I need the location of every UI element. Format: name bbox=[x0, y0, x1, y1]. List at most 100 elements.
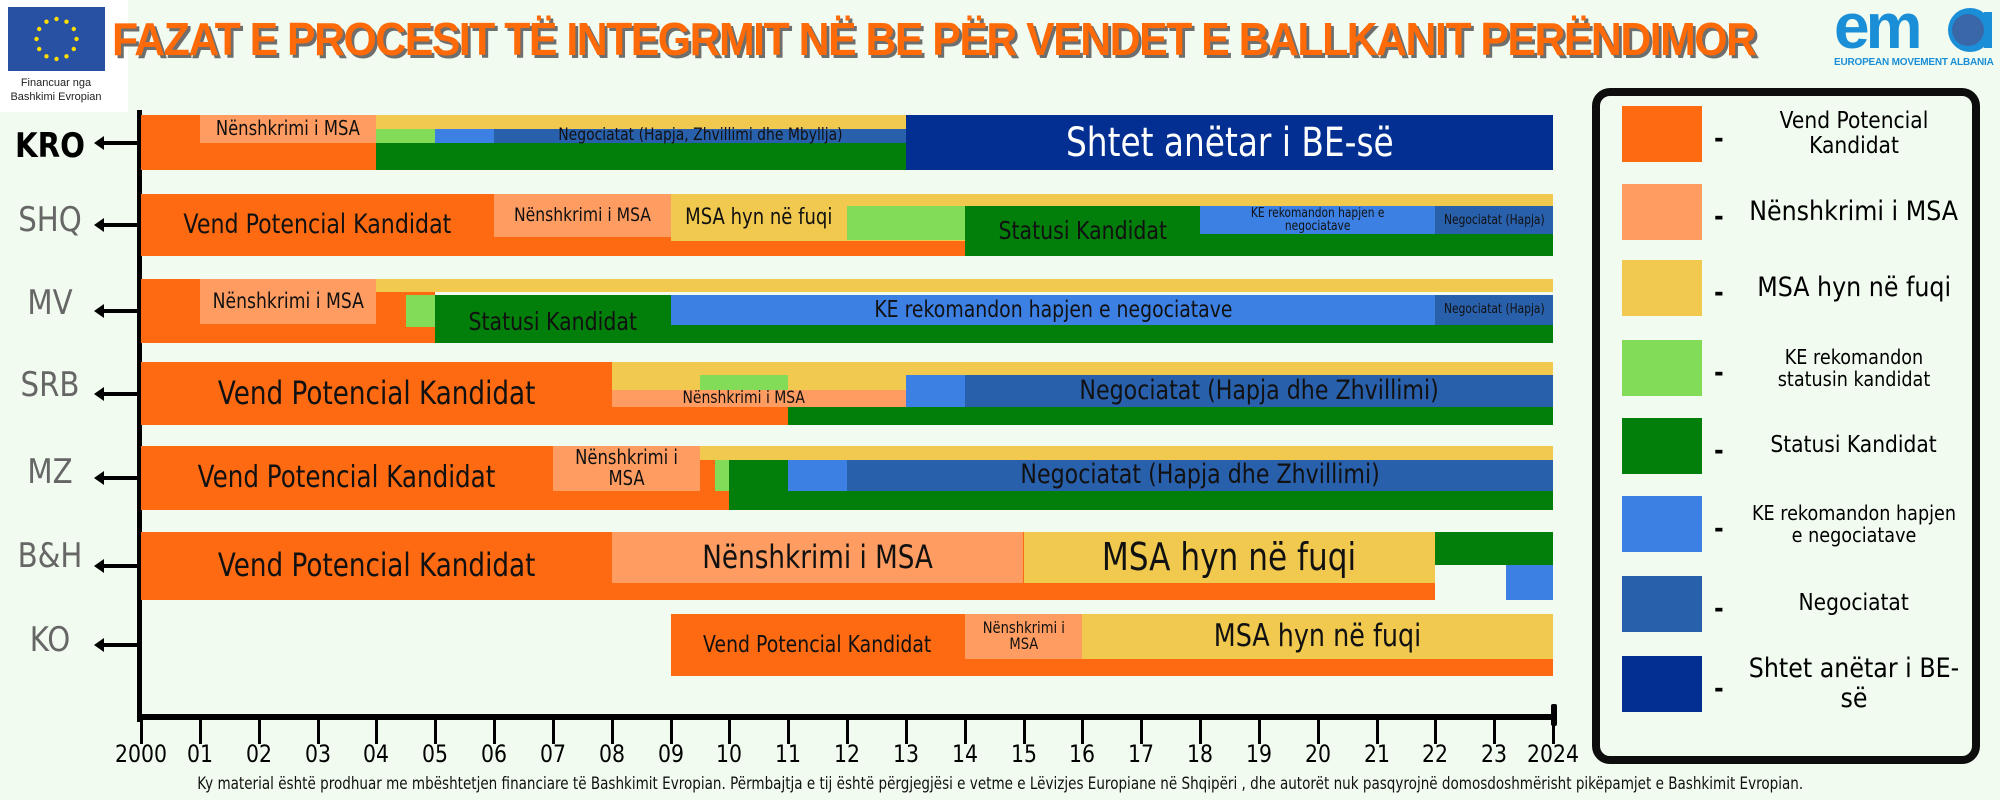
arrow-left-icon bbox=[94, 471, 140, 485]
phase-segment bbox=[1435, 532, 1553, 565]
phase-segment bbox=[1200, 206, 1436, 235]
legend-swatch bbox=[1622, 418, 1702, 474]
phase-segment bbox=[964, 374, 1553, 408]
phase-label: Vend Potencial Kandidat bbox=[141, 532, 612, 600]
country-label: KO bbox=[29, 620, 71, 660]
phase-label: Statusi Kandidat bbox=[435, 301, 670, 343]
phase-label: Shtet anëtar i BE-së bbox=[906, 115, 1553, 170]
legend-swatch bbox=[1622, 496, 1702, 552]
x-tick-label: 21 bbox=[1363, 740, 1390, 768]
arrow-left-icon bbox=[94, 638, 140, 652]
phase-segment bbox=[964, 614, 1083, 659]
arrow-left-icon bbox=[94, 135, 140, 150]
phase-label-text: Shtet anëtar i BE-së bbox=[1065, 119, 1394, 166]
x-tick-label: 15 bbox=[1010, 740, 1037, 768]
x-tick bbox=[610, 718, 614, 744]
phase-segment bbox=[405, 295, 436, 327]
phase-segment bbox=[376, 142, 906, 170]
phase-segment bbox=[1505, 564, 1553, 600]
phase-label: Vend Potencial Kandidat bbox=[141, 446, 553, 510]
x-tick-label: 22 bbox=[1422, 740, 1449, 768]
phase-label: MSA hyn në fuqi bbox=[1024, 532, 1436, 583]
eu-caption: Financuar nga Bashkimi Evropian bbox=[0, 76, 112, 104]
phase-label: Negociatat (Hapja, Zhvillimi dhe Mbyllja… bbox=[494, 124, 906, 145]
x-tick bbox=[198, 718, 202, 744]
phase-label-text: KE rekomandon hapjen e negociatave bbox=[873, 296, 1232, 323]
legend-item: - KE rekomandon hapjen e negociatave bbox=[1622, 496, 1972, 556]
phase-label: Nënshkrimi i MSA bbox=[612, 532, 1024, 583]
phase-segment bbox=[670, 295, 1436, 326]
phase-segment bbox=[376, 279, 1553, 292]
phase-label: Nënshkrimi i MSA bbox=[965, 614, 1083, 659]
x-tick bbox=[1434, 718, 1438, 744]
legend: - Vend Potencial Kandidat - Nënshkrimi i MS… bbox=[1592, 88, 1980, 764]
x-tick bbox=[140, 718, 143, 744]
phase-label: Negociatat (Hapja dhe Zhvillimi) bbox=[847, 460, 1553, 491]
x-tick-label: 14 bbox=[951, 740, 978, 768]
phase-label-text: Statusi Kandidat bbox=[998, 216, 1167, 246]
x-tick-label: 11 bbox=[775, 740, 802, 768]
legend-swatch bbox=[1622, 106, 1702, 162]
legend-item: - Shtet anëtar i BE-së bbox=[1622, 654, 1972, 716]
phase-label-text: Vend Potencial Kandidat bbox=[703, 631, 932, 658]
phase-segment bbox=[494, 128, 906, 143]
phase-label: Nënshkrimi i MSA bbox=[553, 446, 700, 491]
phase-label-text: Nënshkrimi i MSA bbox=[212, 289, 364, 314]
x-tick-label: 12 bbox=[834, 740, 860, 768]
x-tick-label: 01 bbox=[186, 740, 213, 768]
phase-segment bbox=[699, 374, 789, 391]
legend-item: - Vend Potencial Kandidat bbox=[1622, 106, 1972, 166]
x-tick-label: 06 bbox=[481, 740, 507, 768]
x-tick bbox=[1375, 718, 1379, 744]
x-tick-label: 17 bbox=[1128, 740, 1155, 768]
x-tick-label: 23 bbox=[1481, 740, 1508, 768]
phase-label-text: Nënshkrimi i MSA bbox=[513, 203, 651, 226]
phase-label: KE rekomandon hapjen e negociatave bbox=[671, 295, 1436, 325]
eu-caption-line2: Bashkimi Evropian bbox=[10, 91, 102, 103]
x-tick-label: 07 bbox=[539, 740, 566, 768]
phase-label-text: Vend Potencial Kandidat bbox=[198, 460, 496, 496]
x-tick bbox=[787, 718, 791, 744]
phase-segment bbox=[494, 194, 671, 238]
phase-label-text: Negociatat (Hapja) bbox=[1443, 212, 1545, 228]
y-axis-line bbox=[137, 110, 142, 722]
x-tick-label: 05 bbox=[422, 740, 449, 768]
phase-label-text: Negociatat (Hapja) bbox=[1443, 302, 1545, 318]
disclaimer-footer: Ky material është prodhuar me mbështetje… bbox=[0, 774, 2000, 793]
phase-label: Vend Potencial Kandidat bbox=[671, 614, 965, 676]
phase-label-text: Negociatat (Hapja, Zhvillimi dhe Mbyllja… bbox=[557, 124, 843, 145]
legend-dash: - bbox=[1714, 358, 1724, 388]
x-tick bbox=[904, 718, 908, 744]
phase-segment bbox=[847, 460, 1553, 491]
legend-item: - Negociatat bbox=[1622, 576, 1972, 636]
ema-logo-icon: em bbox=[1830, 0, 2000, 78]
x-axis-line bbox=[137, 714, 1557, 720]
phase-label-text: Nënshkrimi i MSA bbox=[216, 116, 361, 141]
phase-label-text: Statusi Kandidat bbox=[468, 307, 638, 337]
svg-text:em: em bbox=[1834, 0, 1919, 60]
x-tick-label: 2000 bbox=[115, 740, 167, 768]
x-tick-label: 2024 bbox=[1527, 740, 1579, 768]
phase-segment bbox=[788, 407, 1553, 425]
x-tick bbox=[1022, 718, 1026, 744]
x-tick bbox=[728, 718, 732, 744]
phase-segment bbox=[1082, 614, 1553, 659]
x-tick-label: 02 bbox=[245, 740, 272, 768]
arrow-left-icon bbox=[94, 559, 140, 573]
x-tick-label: 04 bbox=[363, 740, 390, 768]
legend-swatch bbox=[1622, 656, 1702, 712]
phase-label: Negociatat (Hapja) bbox=[1435, 206, 1553, 234]
phase-segment bbox=[1023, 532, 1436, 583]
legend-swatch bbox=[1622, 184, 1702, 240]
x-tick-label: 09 bbox=[657, 740, 684, 768]
x-tick bbox=[375, 718, 379, 744]
x-tick-label: 16 bbox=[1069, 740, 1096, 768]
eu-flag-icon bbox=[8, 7, 105, 71]
x-tick-label: 08 bbox=[598, 740, 625, 768]
x-tick bbox=[551, 718, 555, 744]
phase-segment bbox=[847, 206, 965, 241]
phase-label-text: KE rekomandon hapjen e negociatave bbox=[1250, 205, 1385, 235]
legend-item: - Nënshkrimi i MSA bbox=[1622, 184, 1972, 244]
x-tick-label: 20 bbox=[1304, 740, 1331, 768]
phase-label: MSA hyn në fuqi bbox=[671, 194, 848, 241]
